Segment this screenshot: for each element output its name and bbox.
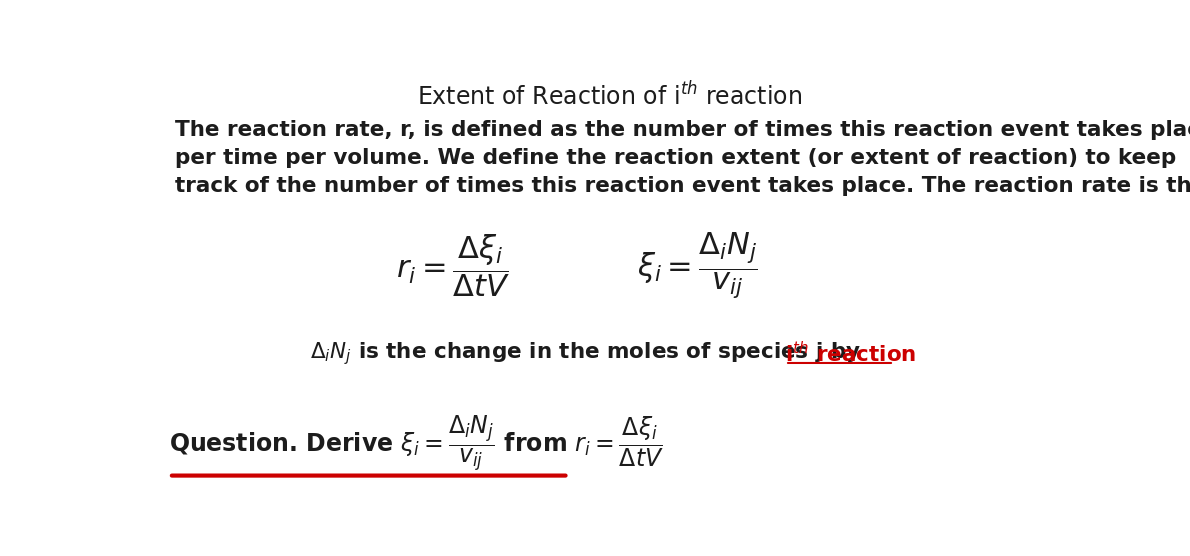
Text: track of the number of times this reaction event takes place. The reaction rate : track of the number of times this reacti… bbox=[175, 176, 1190, 196]
Text: The reaction rate, r, is defined as the number of times this reaction event take: The reaction rate, r, is defined as the … bbox=[175, 120, 1190, 140]
Text: $\xi_i = \dfrac{\Delta_i N_j}{v_{ij}}$: $\xi_i = \dfrac{\Delta_i N_j}{v_{ij}}$ bbox=[637, 230, 758, 301]
Text: $\Delta_i N_j$ is the change in the moles of species j by: $\Delta_i N_j$ is the change in the mole… bbox=[311, 340, 862, 367]
Text: Extent of Reaction of i$^{th}$ reaction: Extent of Reaction of i$^{th}$ reaction bbox=[418, 82, 802, 110]
Text: $r_i = \dfrac{\Delta\xi_i}{\Delta t V}$: $r_i = \dfrac{\Delta\xi_i}{\Delta t V}$ bbox=[396, 232, 511, 299]
Text: i$^{th}$ reaction: i$^{th}$ reaction bbox=[785, 341, 916, 366]
Text: Question. Derive $\xi_i = \dfrac{\Delta_i N_j}{v_{ij}}$ from $r_i = \dfrac{\Delt: Question. Derive $\xi_i = \dfrac{\Delta_… bbox=[169, 414, 664, 473]
Text: per time per volume. We define the reaction extent (or extent of reaction) to ke: per time per volume. We define the react… bbox=[175, 148, 1176, 168]
